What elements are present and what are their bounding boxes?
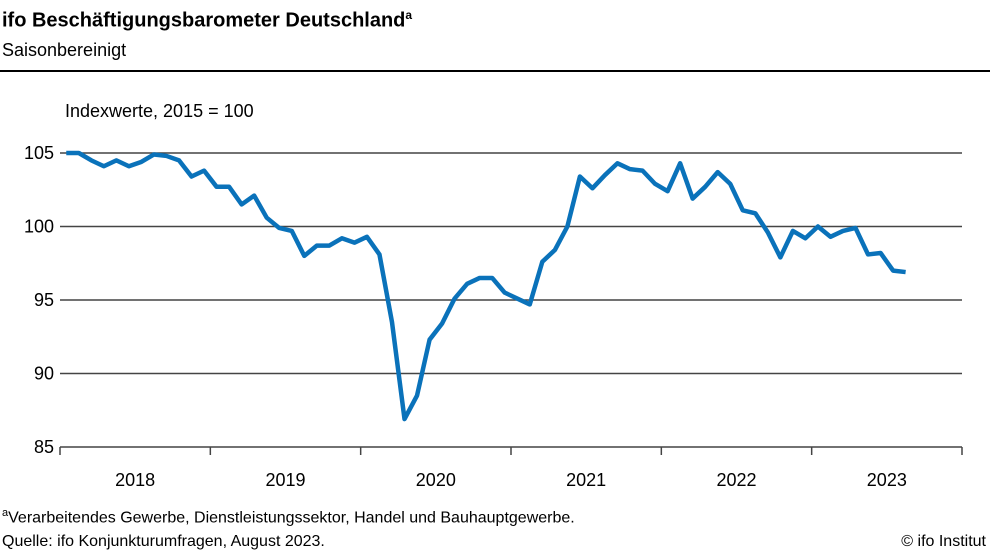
series-line [66, 150, 906, 422]
x-tick-label: 2020 [416, 470, 456, 490]
y-tick-label: 95 [34, 290, 54, 310]
x-tick-label: 2022 [716, 470, 756, 490]
title-rule [0, 70, 990, 72]
footnote-text: Verarbeitendes Gewerbe, Dienstleistungss… [8, 509, 575, 527]
copyright: © ifo Institut [901, 533, 986, 550]
footnote-mark: a [2, 507, 9, 519]
x-tick-label: 2019 [265, 470, 305, 490]
y-tick-label: 105 [24, 143, 54, 163]
x-tick-label: 2021 [566, 470, 606, 490]
source-note: Quelle: ifo Konjunkturumfragen, August 2… [2, 533, 325, 550]
y-tick-label: 85 [34, 437, 54, 457]
chart-title: ifo Beschäftigungsbarometer Deutschlanda [2, 8, 412, 33]
y-tick-label: 100 [24, 217, 54, 237]
title-superscript: a [405, 8, 413, 22]
y-tick-label: 90 [34, 364, 54, 384]
footnote: aVerarbeitendes Gewerbe, Dienstleistungs… [2, 507, 575, 527]
chart-subtitle: Saisonbereinigt [2, 40, 127, 60]
x-tick-label: 2023 [867, 470, 907, 490]
x-tick-label: 2018 [115, 470, 155, 490]
title-text: ifo Beschäftigungsbarometer Deutschland [2, 9, 406, 32]
y-axis-label: Indexwerte, 2015 = 100 [65, 101, 254, 121]
